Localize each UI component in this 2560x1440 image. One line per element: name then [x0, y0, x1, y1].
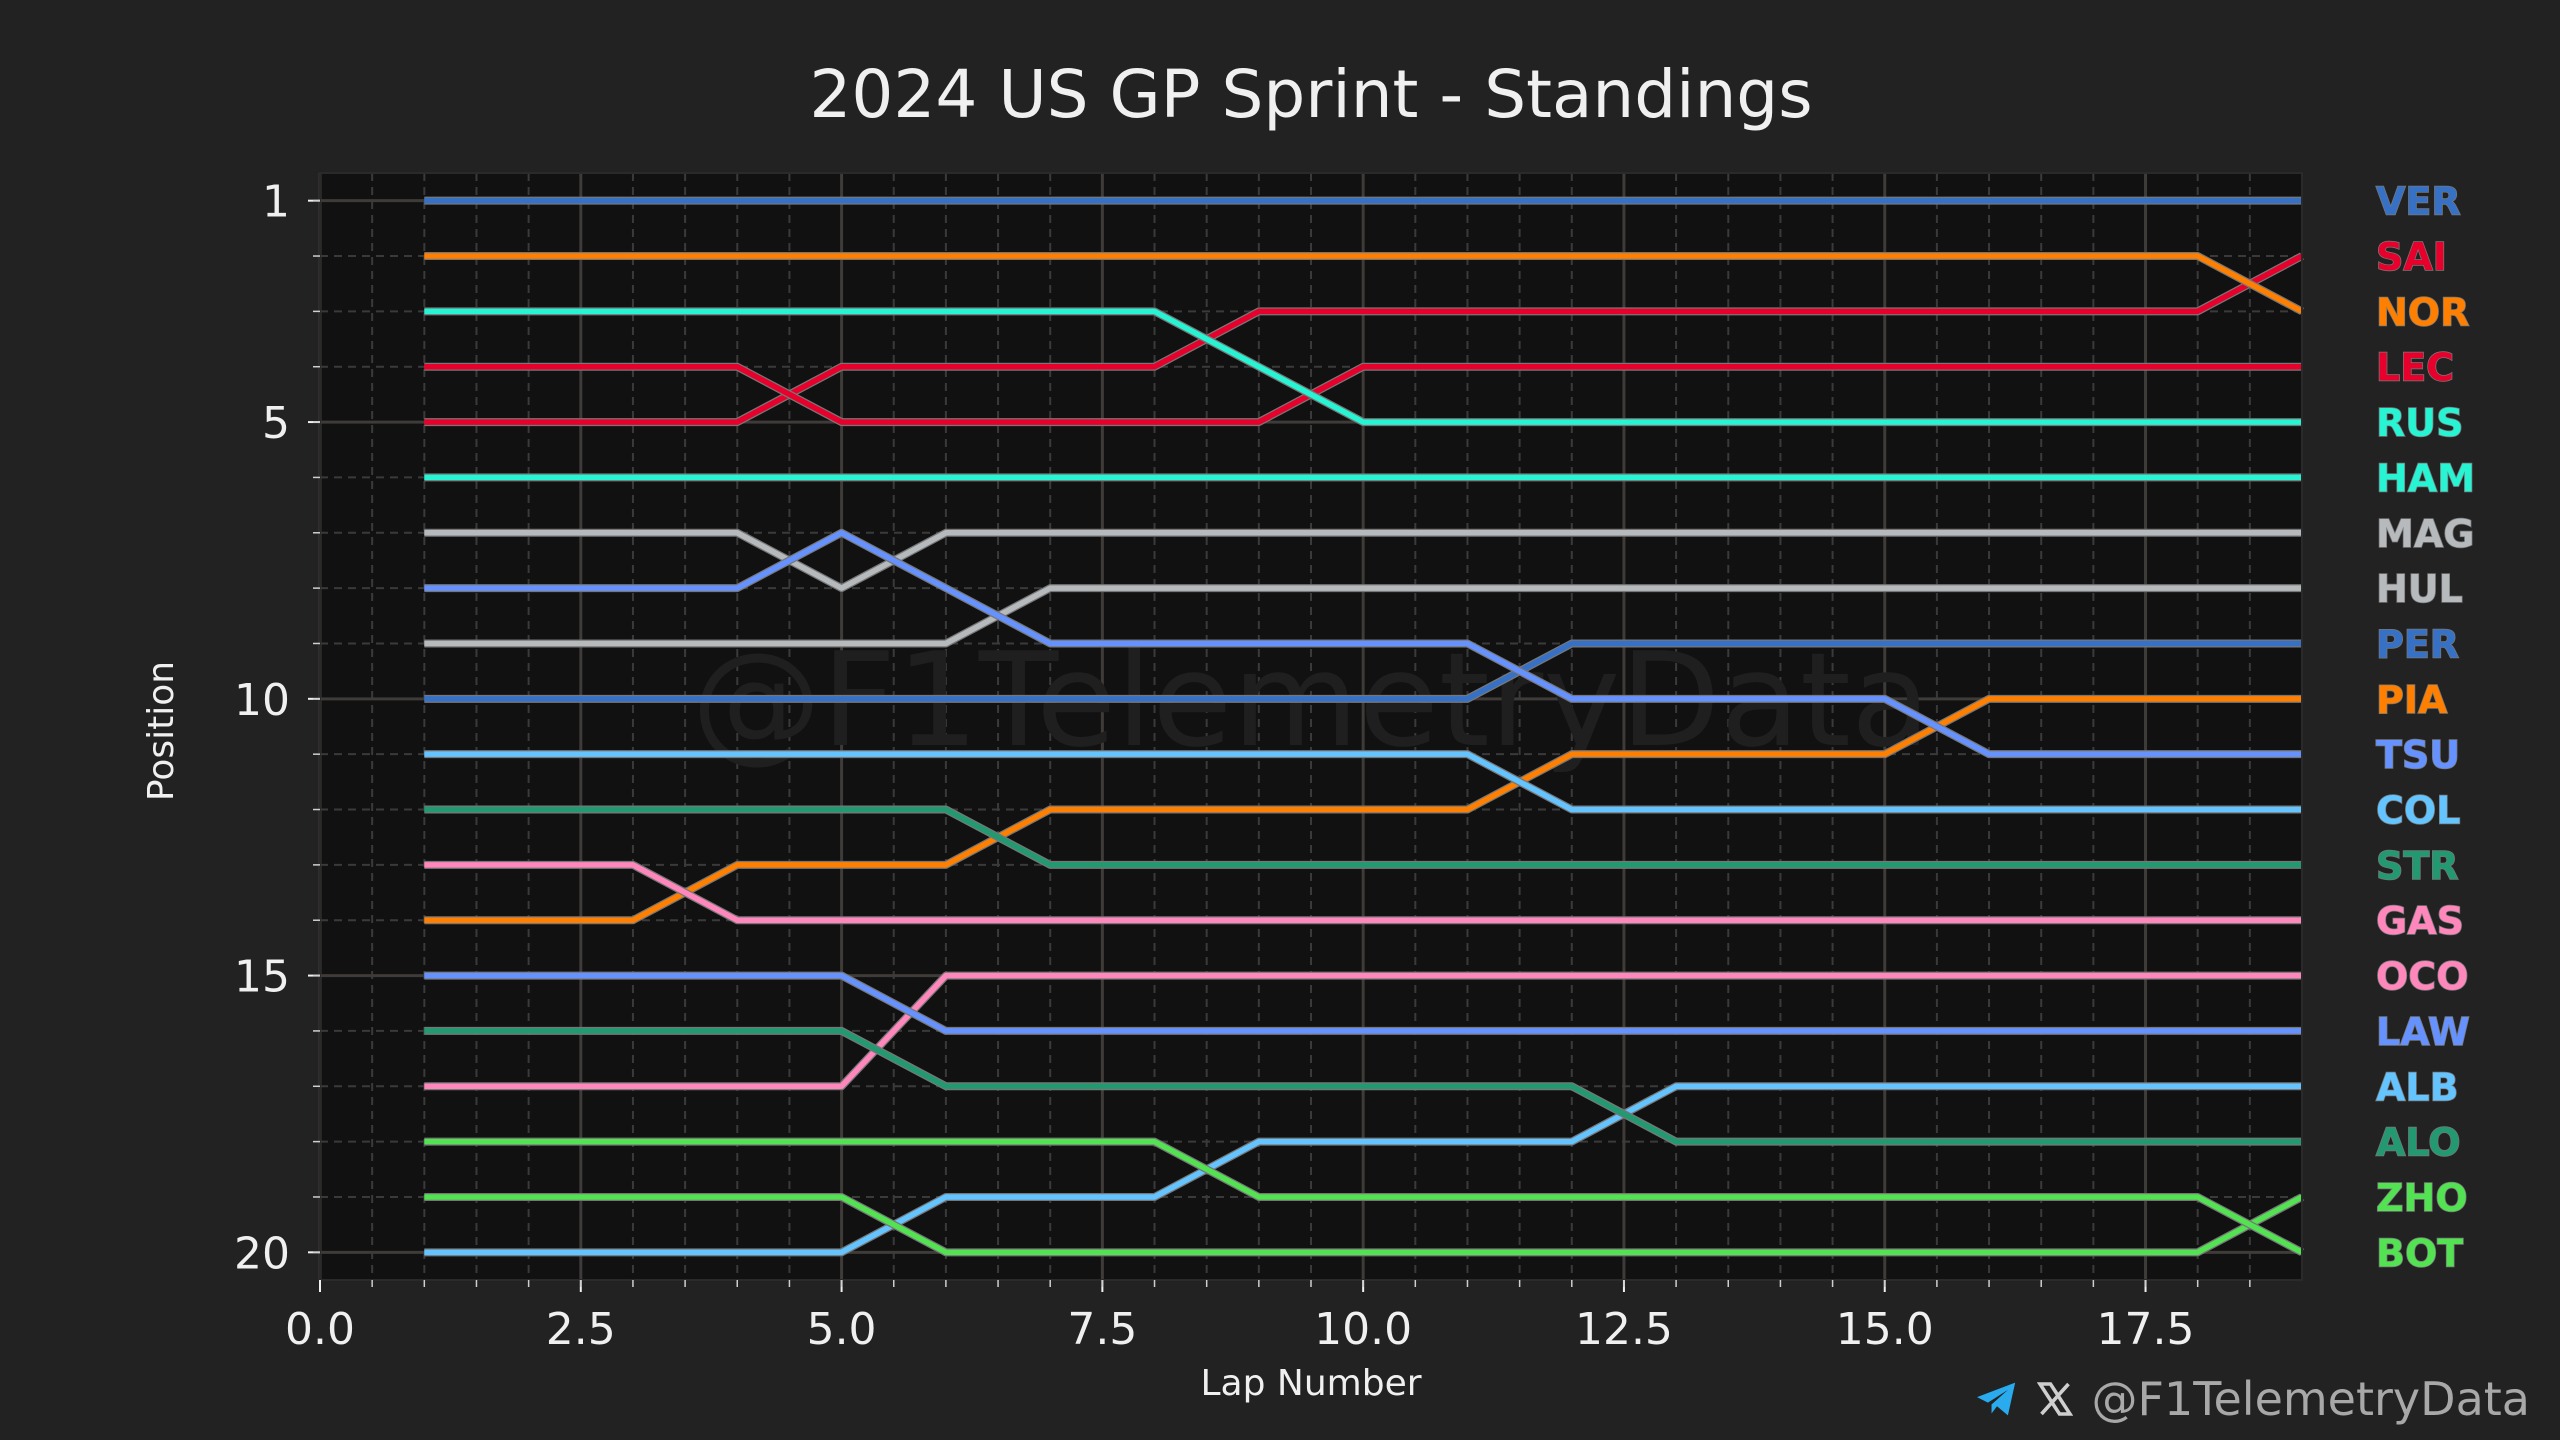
series-line-alo — [424, 1028, 2302, 1145]
series-line-law — [424, 972, 2302, 1034]
series-line-bot — [424, 1138, 2304, 1255]
series-line-sai — [424, 253, 2304, 425]
driver-label-oco: OCO — [2376, 955, 2469, 999]
driver-labels: VER SAI NOR LEC RUS HAM MAG HUL PER PIA TSU COL STR G… — [2375, 179, 2476, 1276]
driver-label-rus: RUS — [2376, 401, 2464, 445]
y-tick-label: 5 — [262, 398, 290, 449]
series-line-zho — [424, 1194, 2304, 1256]
series-line-nor — [424, 253, 2304, 314]
driver-label-law: LAW — [2376, 1010, 2470, 1054]
series-line-rus — [424, 308, 2302, 425]
x-tick-label: 0.0 — [285, 1304, 355, 1355]
series-line-alb — [424, 1083, 2302, 1256]
series-line-hul — [424, 585, 2302, 647]
x-tick-label: 7.5 — [1067, 1304, 1137, 1355]
x-tick-label: 12.5 — [1575, 1304, 1673, 1355]
y-tick-label: 15 — [234, 952, 290, 1003]
series-line-per — [424, 640, 2302, 702]
y-tick-label: 1 — [262, 177, 290, 228]
driver-label-str: STR — [2376, 844, 2459, 888]
x-logo-icon — [2037, 1381, 2074, 1417]
x-tick-label: 2.5 — [546, 1304, 616, 1355]
driver-label-ham: HAM — [2376, 456, 2475, 500]
driver-label-sai: SAI — [2376, 235, 2447, 279]
series-line-oco — [424, 972, 2302, 1090]
chart-title: 2024 US GP Sprint - Standings — [809, 56, 1812, 133]
driver-label-col: COL — [2376, 789, 2460, 833]
driver-label-zho: ZHO — [2376, 1176, 2468, 1220]
driver-label-gas: GAS — [2376, 899, 2464, 943]
footer-handle: @F1TelemetryData — [2091, 1372, 2530, 1426]
driver-label-lec: LEC — [2376, 346, 2454, 390]
y-axis-label: Position — [141, 661, 182, 801]
driver-label-nor: NOR — [2376, 290, 2469, 334]
driver-label-tsu: TSU — [2376, 733, 2460, 777]
series-line-pia — [424, 696, 2302, 923]
footer-credit: @F1TelemetryData — [1975, 1372, 2530, 1426]
driver-label-hul: HUL — [2376, 567, 2463, 611]
driver-label-pia: PIA — [2376, 678, 2448, 722]
y-tick-label: 10 — [234, 675, 290, 726]
x-tick-label: 17.5 — [2097, 1304, 2195, 1355]
series-line-mag — [424, 530, 2302, 591]
x-axis-label: Lap Number — [1200, 1363, 1421, 1404]
driver-label-ver: VER — [2376, 180, 2461, 224]
series-line-tsu — [424, 530, 2302, 757]
x-tick-label: 15.0 — [1836, 1304, 1934, 1355]
driver-label-alb: ALB — [2376, 1065, 2459, 1109]
grid-lines — [318, 173, 2302, 1280]
driver-label-mag: MAG — [2376, 512, 2474, 556]
series-line-col — [424, 751, 2302, 813]
x-tick-label: 10.0 — [1314, 1304, 1412, 1355]
y-tick-label: 20 — [234, 1228, 290, 1279]
series-line-lec — [424, 363, 2302, 425]
series-line-str — [424, 806, 2302, 868]
series-line-gas — [424, 862, 2302, 923]
series-lines — [424, 196, 2304, 1257]
driver-label-per: PER — [2376, 622, 2459, 666]
driver-label-alo: ALO — [2376, 1121, 2461, 1165]
telegram-icon — [1975, 1379, 2019, 1419]
x-tick-label: 5.0 — [807, 1304, 877, 1355]
driver-label-bot: BOT — [2376, 1231, 2463, 1275]
